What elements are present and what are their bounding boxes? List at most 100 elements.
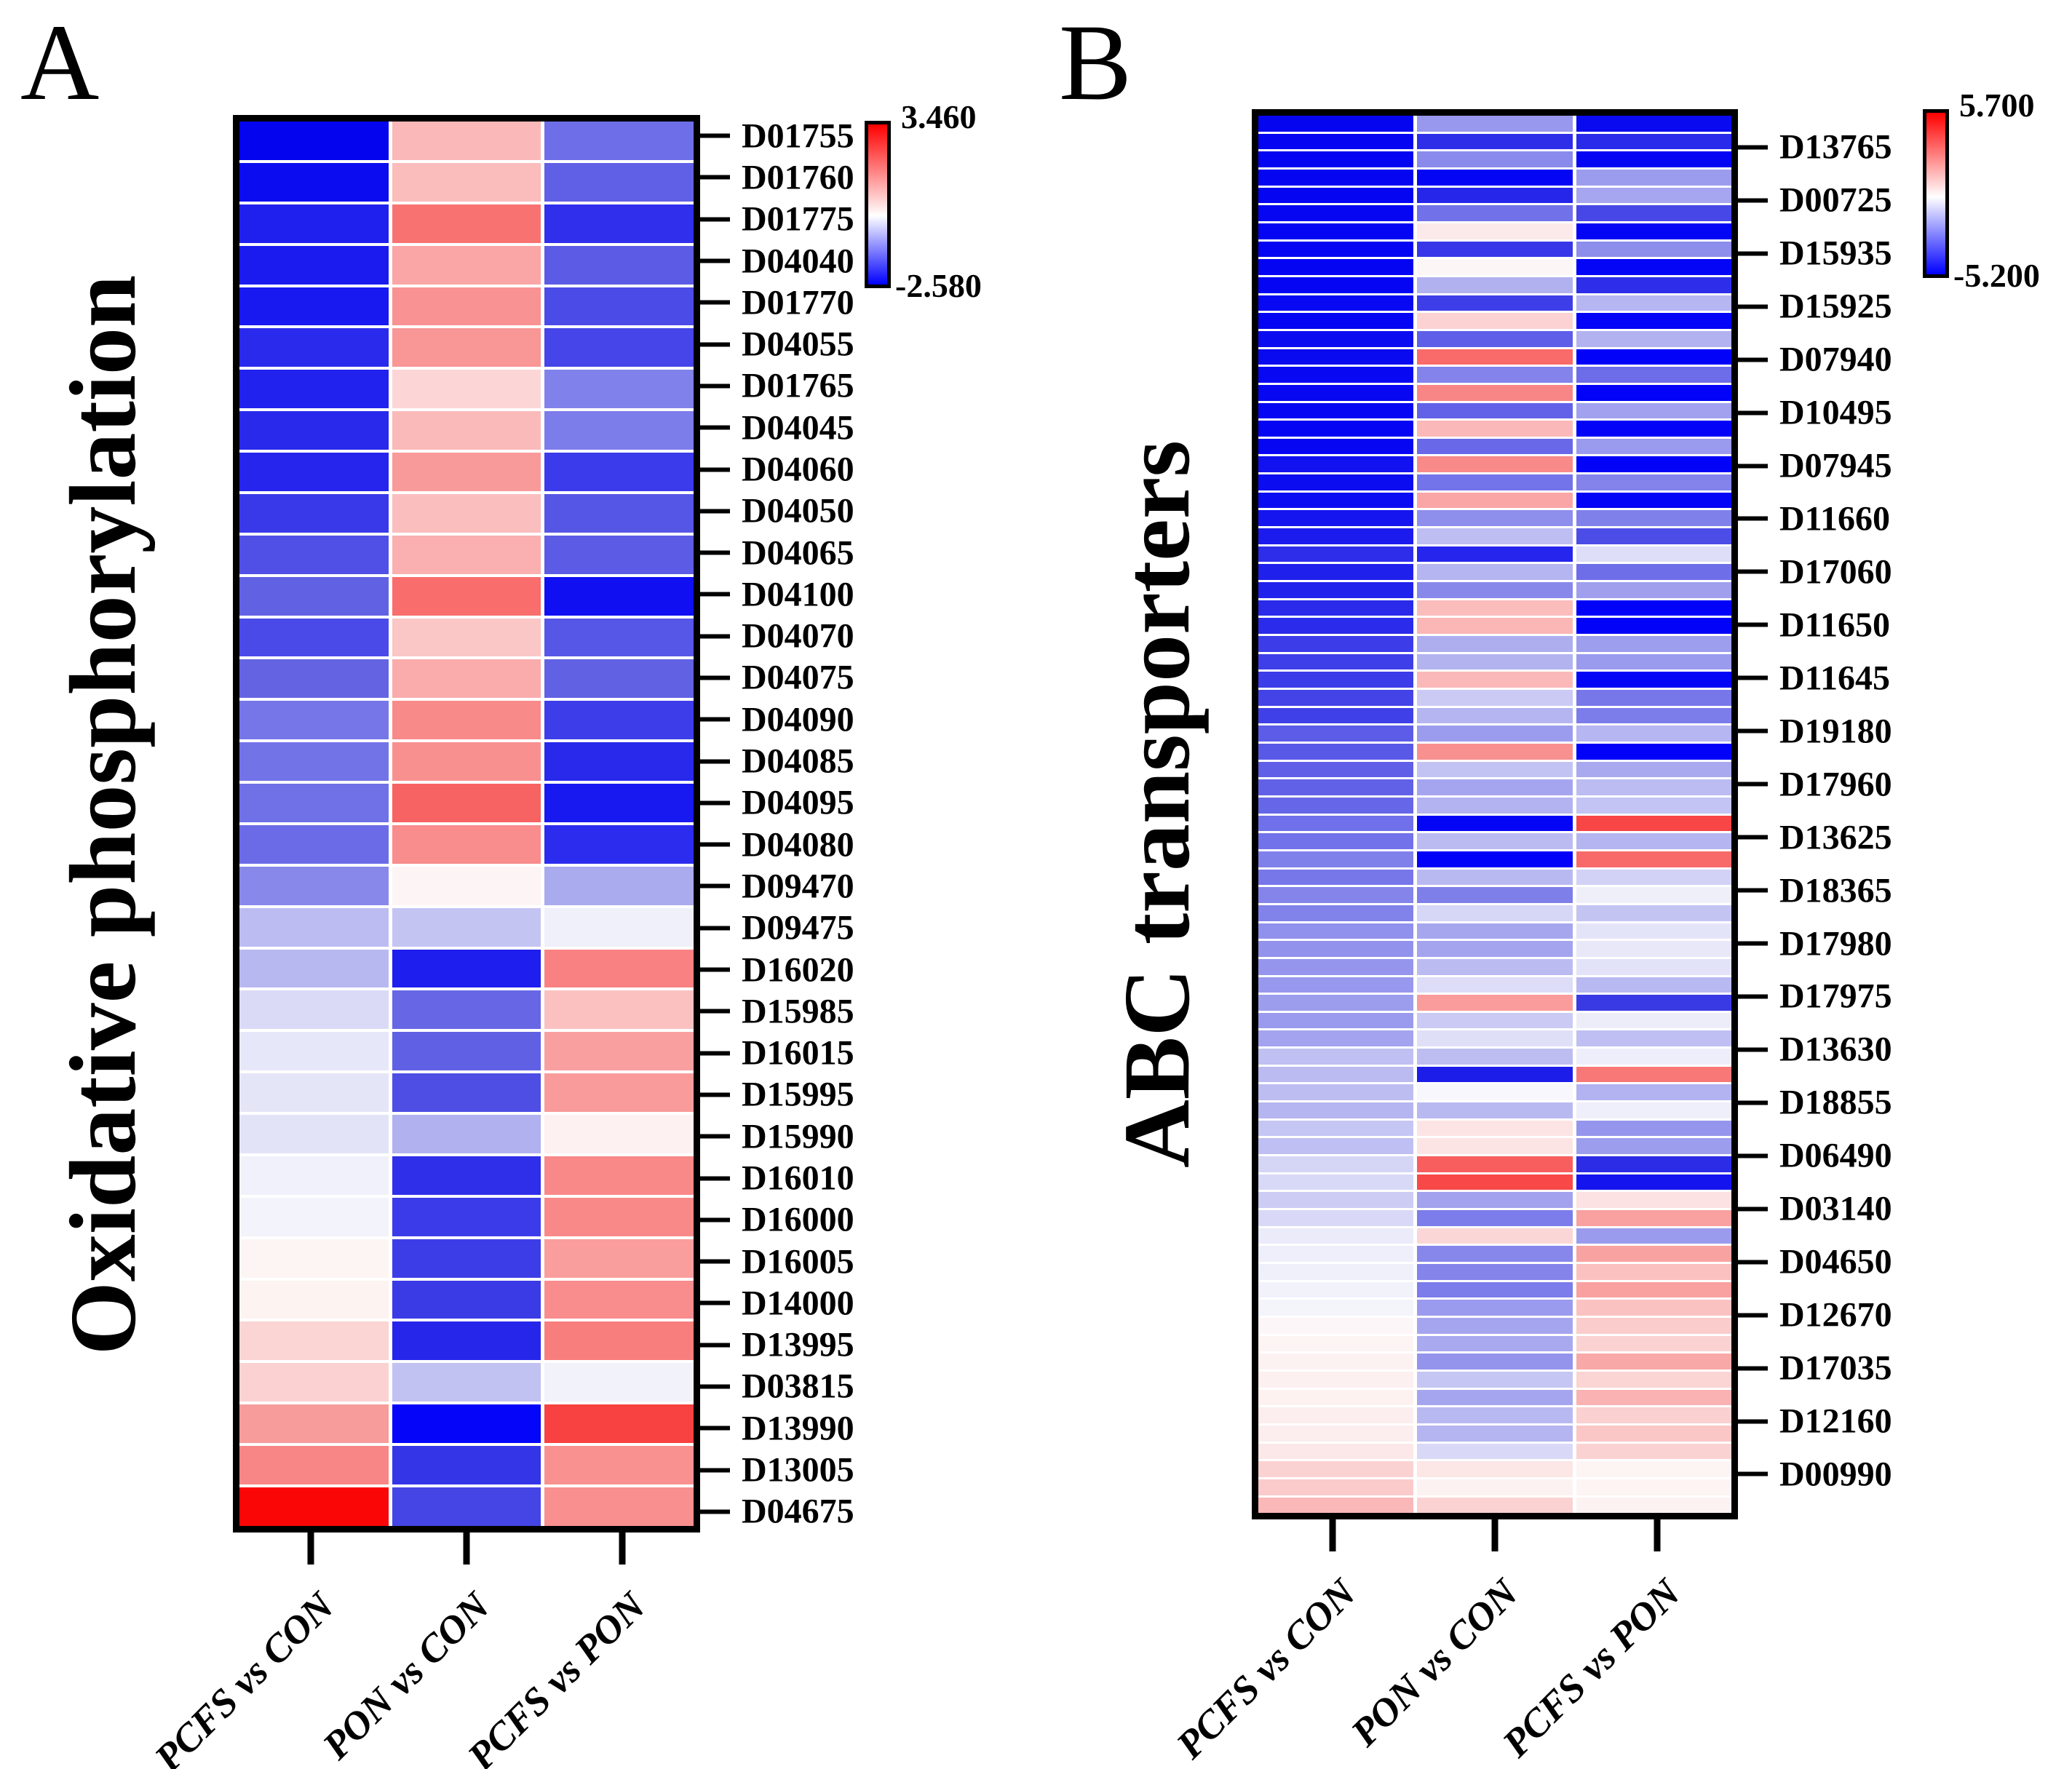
tick-mark-icon	[694, 133, 730, 138]
heatmap-row	[1258, 241, 1731, 258]
row-tick: D15935	[1731, 234, 1892, 274]
heatmap-cell	[392, 742, 541, 781]
heatmap-cell	[239, 122, 389, 160]
heatmap-cell	[1576, 510, 1731, 527]
heatmap-row	[1258, 1120, 1731, 1137]
heatmap-cell	[1417, 474, 1573, 490]
heatmap-cell	[1576, 1066, 1731, 1083]
heatmap-row	[239, 784, 694, 822]
row-label: D13630	[1779, 1030, 1892, 1069]
row-label: D04060	[742, 450, 854, 489]
heatmap-cell	[1258, 223, 1414, 239]
row-tick: D11645	[1731, 658, 1890, 698]
heatmap-cell	[1576, 1335, 1731, 1352]
heatmap-row	[1258, 869, 1731, 886]
x-tick-mark-icon	[1329, 1519, 1336, 1551]
heatmap-row	[1258, 977, 1731, 993]
row-tick: D03815	[694, 1367, 854, 1407]
heatmap-cell	[1417, 116, 1573, 132]
heatmap-cell	[1576, 1317, 1731, 1334]
heatmap-cell	[1576, 726, 1731, 742]
heatmap-cell	[1576, 384, 1731, 401]
row-label: D10495	[1779, 393, 1892, 432]
row-label: D16005	[742, 1242, 854, 1281]
row-label: D04055	[742, 325, 854, 364]
row-label: D09475	[742, 908, 854, 947]
heatmap-cell	[239, 1487, 389, 1526]
heatmap-cell	[1258, 797, 1414, 814]
heatmap-cell	[392, 866, 541, 905]
heatmap-row	[1258, 1300, 1731, 1316]
heatmap-row	[1258, 474, 1731, 490]
heatmap-row	[1258, 1192, 1731, 1209]
tick-mark-icon	[694, 1426, 730, 1431]
heatmap-cell	[1417, 941, 1573, 957]
heatmap-cell	[1258, 1443, 1414, 1460]
row-tick: D04070	[694, 616, 854, 656]
heatmap-row	[1258, 1210, 1731, 1226]
heatmap-row	[239, 1321, 694, 1361]
heatmap-cell	[1576, 779, 1731, 795]
heatmap-cell	[1417, 1497, 1573, 1514]
heatmap-row	[1258, 653, 1731, 670]
heatmap-row	[239, 493, 694, 533]
tick-mark-icon	[694, 1009, 730, 1014]
heatmap-cell	[544, 1156, 694, 1195]
heatmap-cell	[1417, 869, 1573, 886]
heatmap-row	[239, 453, 694, 491]
row-label: D04100	[742, 575, 854, 614]
tick-mark-icon	[694, 1384, 730, 1389]
heatmap-cell	[544, 1487, 694, 1526]
x-tick-mark-icon	[1654, 1519, 1661, 1551]
heatmap-cell	[392, 824, 541, 864]
heatmap-cell	[1576, 1461, 1731, 1477]
heatmap-cell	[239, 1446, 389, 1484]
colorbar-a	[865, 121, 891, 288]
heatmap-cell	[239, 204, 389, 243]
row-tick: D04675	[694, 1492, 854, 1532]
row-label: D15925	[1779, 287, 1892, 326]
heatmap-cell	[392, 1156, 541, 1195]
heatmap-cell	[1576, 1281, 1731, 1298]
heatmap-cell	[1258, 1497, 1414, 1514]
heatmap-cell	[1417, 1371, 1573, 1388]
heatmap-cell	[1417, 1264, 1573, 1280]
heatmap-row	[239, 907, 694, 947]
heatmap-cell	[1258, 438, 1414, 455]
heatmap-cell	[1258, 151, 1414, 167]
heatmap-cell	[1417, 1246, 1573, 1262]
heatmap-cell	[1258, 187, 1414, 204]
heatmap-cell	[1576, 1353, 1731, 1370]
heatmap-cell	[239, 493, 389, 533]
heatmap-cell	[239, 1321, 389, 1361]
tick-mark-icon	[1731, 994, 1768, 999]
tick-mark-icon	[694, 550, 730, 555]
heatmap-cell	[1576, 474, 1731, 490]
heatmap-cell	[1576, 1425, 1731, 1442]
heatmap-cell	[1258, 133, 1414, 150]
tick-mark-icon	[1731, 1100, 1768, 1105]
heatmap-row	[239, 122, 694, 160]
heatmap-cell	[239, 949, 389, 988]
heatmap-row	[1258, 1066, 1731, 1083]
heatmap-cell	[544, 1032, 694, 1071]
heatmap-cell	[392, 1280, 541, 1319]
heatmap-cell	[392, 576, 541, 616]
heatmap-cell	[1258, 277, 1414, 293]
heatmap-cell	[1258, 1156, 1414, 1172]
heatmap-cell	[1417, 169, 1573, 186]
heatmap-cell	[1258, 1479, 1414, 1495]
heatmap-row	[1258, 187, 1731, 204]
row-label: D12670	[1779, 1295, 1892, 1335]
heatmap-cell	[1417, 295, 1573, 311]
heatmap-cell	[544, 949, 694, 988]
heatmap-cell	[1576, 169, 1731, 186]
heatmap-cell	[1417, 259, 1573, 275]
heatmap-b-row-axis: D13765 D00725 D15935 D15925 D07940 D10495 D079…	[1731, 109, 2023, 1519]
heatmap-row	[239, 370, 694, 409]
heatmap-cell	[1576, 1049, 1731, 1065]
heatmap-cell	[239, 1363, 389, 1402]
heatmap-cell	[1258, 169, 1414, 186]
heatmap-cell	[1576, 564, 1731, 581]
heatmap-cell	[1576, 1210, 1731, 1226]
